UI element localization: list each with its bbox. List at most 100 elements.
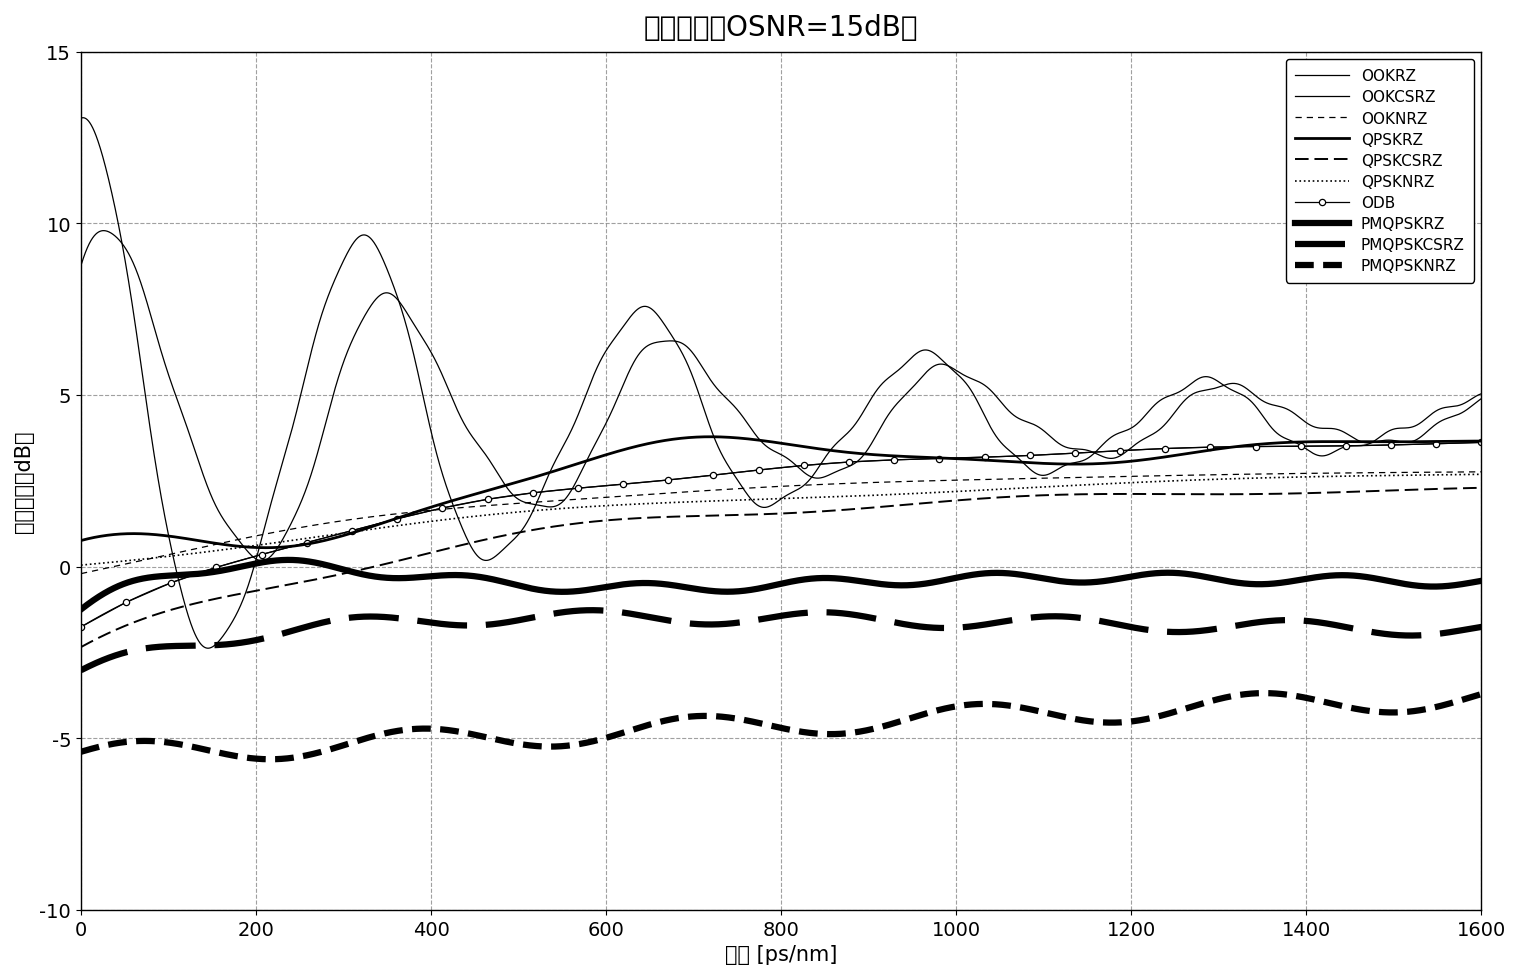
PMQPSKNRZ	[1473, 689, 1491, 700]
QPSKNRZ	[579, 502, 597, 513]
ODB	[1427, 438, 1446, 450]
PMQPSKCSRZ	[901, 620, 920, 632]
PMQPSKCSRZ	[1186, 626, 1204, 638]
ODB	[252, 549, 271, 560]
OOKCSRZ	[579, 452, 597, 464]
QPSKCSRZ	[71, 642, 90, 653]
ODB	[1066, 448, 1084, 460]
OOKRZ	[579, 383, 597, 395]
ODB	[71, 621, 90, 633]
QPSKNRZ	[143, 553, 161, 564]
QPSKRZ	[1186, 447, 1204, 459]
OOKRZ	[1186, 376, 1204, 387]
Y-axis label: 输出信号（dB）: 输出信号（dB）	[14, 430, 33, 532]
ODB	[976, 452, 994, 464]
PMQPSKNRZ	[1110, 717, 1128, 729]
QPSKRZ	[962, 454, 980, 466]
PMQPSKCSRZ	[582, 604, 600, 616]
ODB	[1246, 441, 1265, 453]
ODB	[1382, 440, 1400, 452]
PMQPSKRZ	[1473, 575, 1491, 587]
ODB	[614, 479, 632, 491]
QPSKCSRZ	[143, 610, 161, 622]
Legend: OOKRZ, OOKCSRZ, OOKNRZ, QPSKRZ, QPSKCSRZ, QPSKNRZ, ODB, PMQPSKRZ, PMQPSKCSRZ, PM: OOKRZ, OOKCSRZ, OOKNRZ, QPSKRZ, QPSKCSRZ…	[1286, 60, 1474, 284]
QPSKRZ	[71, 535, 90, 547]
PMQPSKNRZ	[261, 754, 280, 766]
Line: OOKRZ: OOKRZ	[81, 118, 1482, 648]
Line: OOKNRZ: OOKNRZ	[81, 472, 1482, 574]
OOKRZ	[901, 354, 920, 366]
QPSKCSRZ	[900, 499, 918, 511]
OOKCSRZ	[1473, 393, 1491, 405]
ODB	[1292, 441, 1310, 453]
ODB	[298, 537, 316, 549]
ODB	[1020, 450, 1038, 462]
OOKRZ	[962, 385, 980, 397]
QPSKRZ	[1473, 436, 1491, 448]
ODB	[704, 469, 722, 481]
PMQPSKRZ	[1110, 573, 1128, 585]
OOKNRZ	[71, 568, 90, 580]
QPSKCSRZ	[1186, 489, 1204, 501]
OOKCSRZ	[1111, 451, 1129, 463]
ODB	[479, 494, 497, 506]
OOKRZ	[1111, 427, 1129, 439]
QPSKNRZ	[1110, 478, 1128, 490]
QPSKRZ	[257, 542, 275, 554]
PMQPSKNRZ	[1186, 700, 1204, 712]
ODB	[1473, 437, 1491, 449]
PMQPSKNRZ	[962, 699, 980, 711]
OOKRZ	[74, 112, 93, 124]
Line: PMQPSKNRZ: PMQPSKNRZ	[81, 693, 1482, 760]
PMQPSKRZ	[962, 569, 980, 581]
PMQPSKNRZ	[579, 736, 597, 748]
Line: PMQPSKRZ: PMQPSKRZ	[81, 560, 1482, 609]
PMQPSKCSRZ	[1110, 619, 1128, 631]
OOKRZ	[199, 643, 217, 654]
QPSKCSRZ	[1473, 482, 1491, 494]
ODB	[117, 597, 135, 608]
QPSKRZ	[1111, 457, 1129, 468]
ODB	[885, 455, 903, 467]
ODB	[749, 465, 768, 476]
PMQPSKRZ	[71, 603, 90, 615]
OOKNRZ	[1473, 467, 1491, 478]
OOKRZ	[1473, 388, 1491, 400]
ODB	[841, 457, 859, 468]
PMQPSKRZ	[1186, 569, 1204, 581]
PMQPSKRZ	[280, 555, 298, 566]
QPSKRZ	[143, 529, 161, 541]
Line: QPSKNRZ: QPSKNRZ	[81, 475, 1482, 565]
OOKCSRZ	[143, 313, 161, 325]
PMQPSKNRZ	[71, 746, 90, 758]
ODB	[1336, 440, 1354, 452]
QPSKNRZ	[1186, 474, 1204, 486]
PMQPSKNRZ	[901, 713, 920, 725]
Line: PMQPSKCSRZ: PMQPSKCSRZ	[81, 610, 1482, 671]
QPSKRZ	[701, 431, 719, 443]
Line: QPSKCSRZ: QPSKCSRZ	[81, 488, 1482, 647]
OOKCSRZ	[901, 385, 920, 397]
PMQPSKCSRZ	[1473, 621, 1491, 633]
Line: QPSKRZ: QPSKRZ	[81, 437, 1482, 548]
OOKCSRZ	[1186, 388, 1204, 400]
QPSKNRZ	[900, 488, 918, 500]
OOKNRZ	[143, 553, 161, 564]
OOKNRZ	[1186, 469, 1204, 481]
OOKCSRZ	[71, 260, 90, 272]
ODB	[795, 460, 813, 471]
OOKNRZ	[1110, 471, 1128, 483]
QPSKNRZ	[71, 559, 90, 571]
ODB	[660, 474, 678, 486]
PMQPSKRZ	[579, 584, 597, 596]
ODB	[930, 453, 948, 465]
QPSKCSRZ	[1110, 489, 1128, 501]
QPSKRZ	[579, 455, 597, 467]
OOKNRZ	[579, 493, 597, 505]
OOKNRZ	[900, 476, 918, 488]
Title: 特征曲线（OSNR=15dB）: 特征曲线（OSNR=15dB）	[644, 14, 918, 42]
ODB	[207, 562, 225, 574]
OOKCSRZ	[252, 556, 271, 567]
QPSKCSRZ	[962, 494, 980, 506]
PMQPSKRZ	[143, 572, 161, 584]
